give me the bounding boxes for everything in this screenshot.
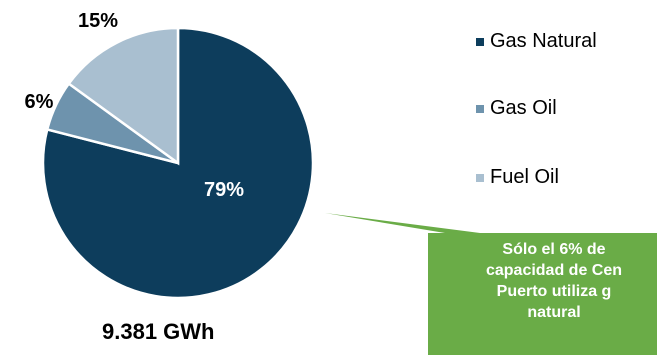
pie-slice-fuel-oil xyxy=(67,26,180,166)
callout-line-3: Puerto utiliza g xyxy=(496,283,612,300)
legend-label-gas-oil: Gas Oil xyxy=(490,97,557,119)
legend-label-gas-natural: Gas Natural xyxy=(490,30,597,52)
data-label-gas-oil: 6% xyxy=(25,91,54,113)
callout-line-2: capacidad de Cen xyxy=(485,262,623,279)
callout-pointer xyxy=(325,213,480,233)
legend-swatch-fuel-oil xyxy=(476,173,484,182)
pie-data-labels: 79% 6% 15% xyxy=(25,10,245,201)
legend-swatch-gas-natural xyxy=(476,37,484,46)
callout-box xyxy=(325,213,657,355)
data-label-gas-natural: 79% xyxy=(204,179,244,201)
legend-item-gas-natural: Gas Natural xyxy=(476,30,597,53)
callout-text: Sólo el 6% de capacidad de Cen Puerto ut… xyxy=(428,239,657,323)
legend-swatch-gas-oil xyxy=(476,104,484,113)
callout-background xyxy=(428,233,657,355)
total-label: 9.381 GWh xyxy=(102,319,215,344)
legend-label-fuel-oil: Fuel Oil xyxy=(490,166,559,188)
callout-line-4: natural xyxy=(527,304,581,321)
pie-slices xyxy=(41,26,315,300)
data-label-fuel-oil: 15% xyxy=(78,10,118,32)
callout-line-1: Sólo el 6% de xyxy=(502,241,606,258)
legend-item-fuel-oil: Fuel Oil xyxy=(476,166,559,189)
legend-item-gas-oil: Gas Oil xyxy=(476,97,557,120)
